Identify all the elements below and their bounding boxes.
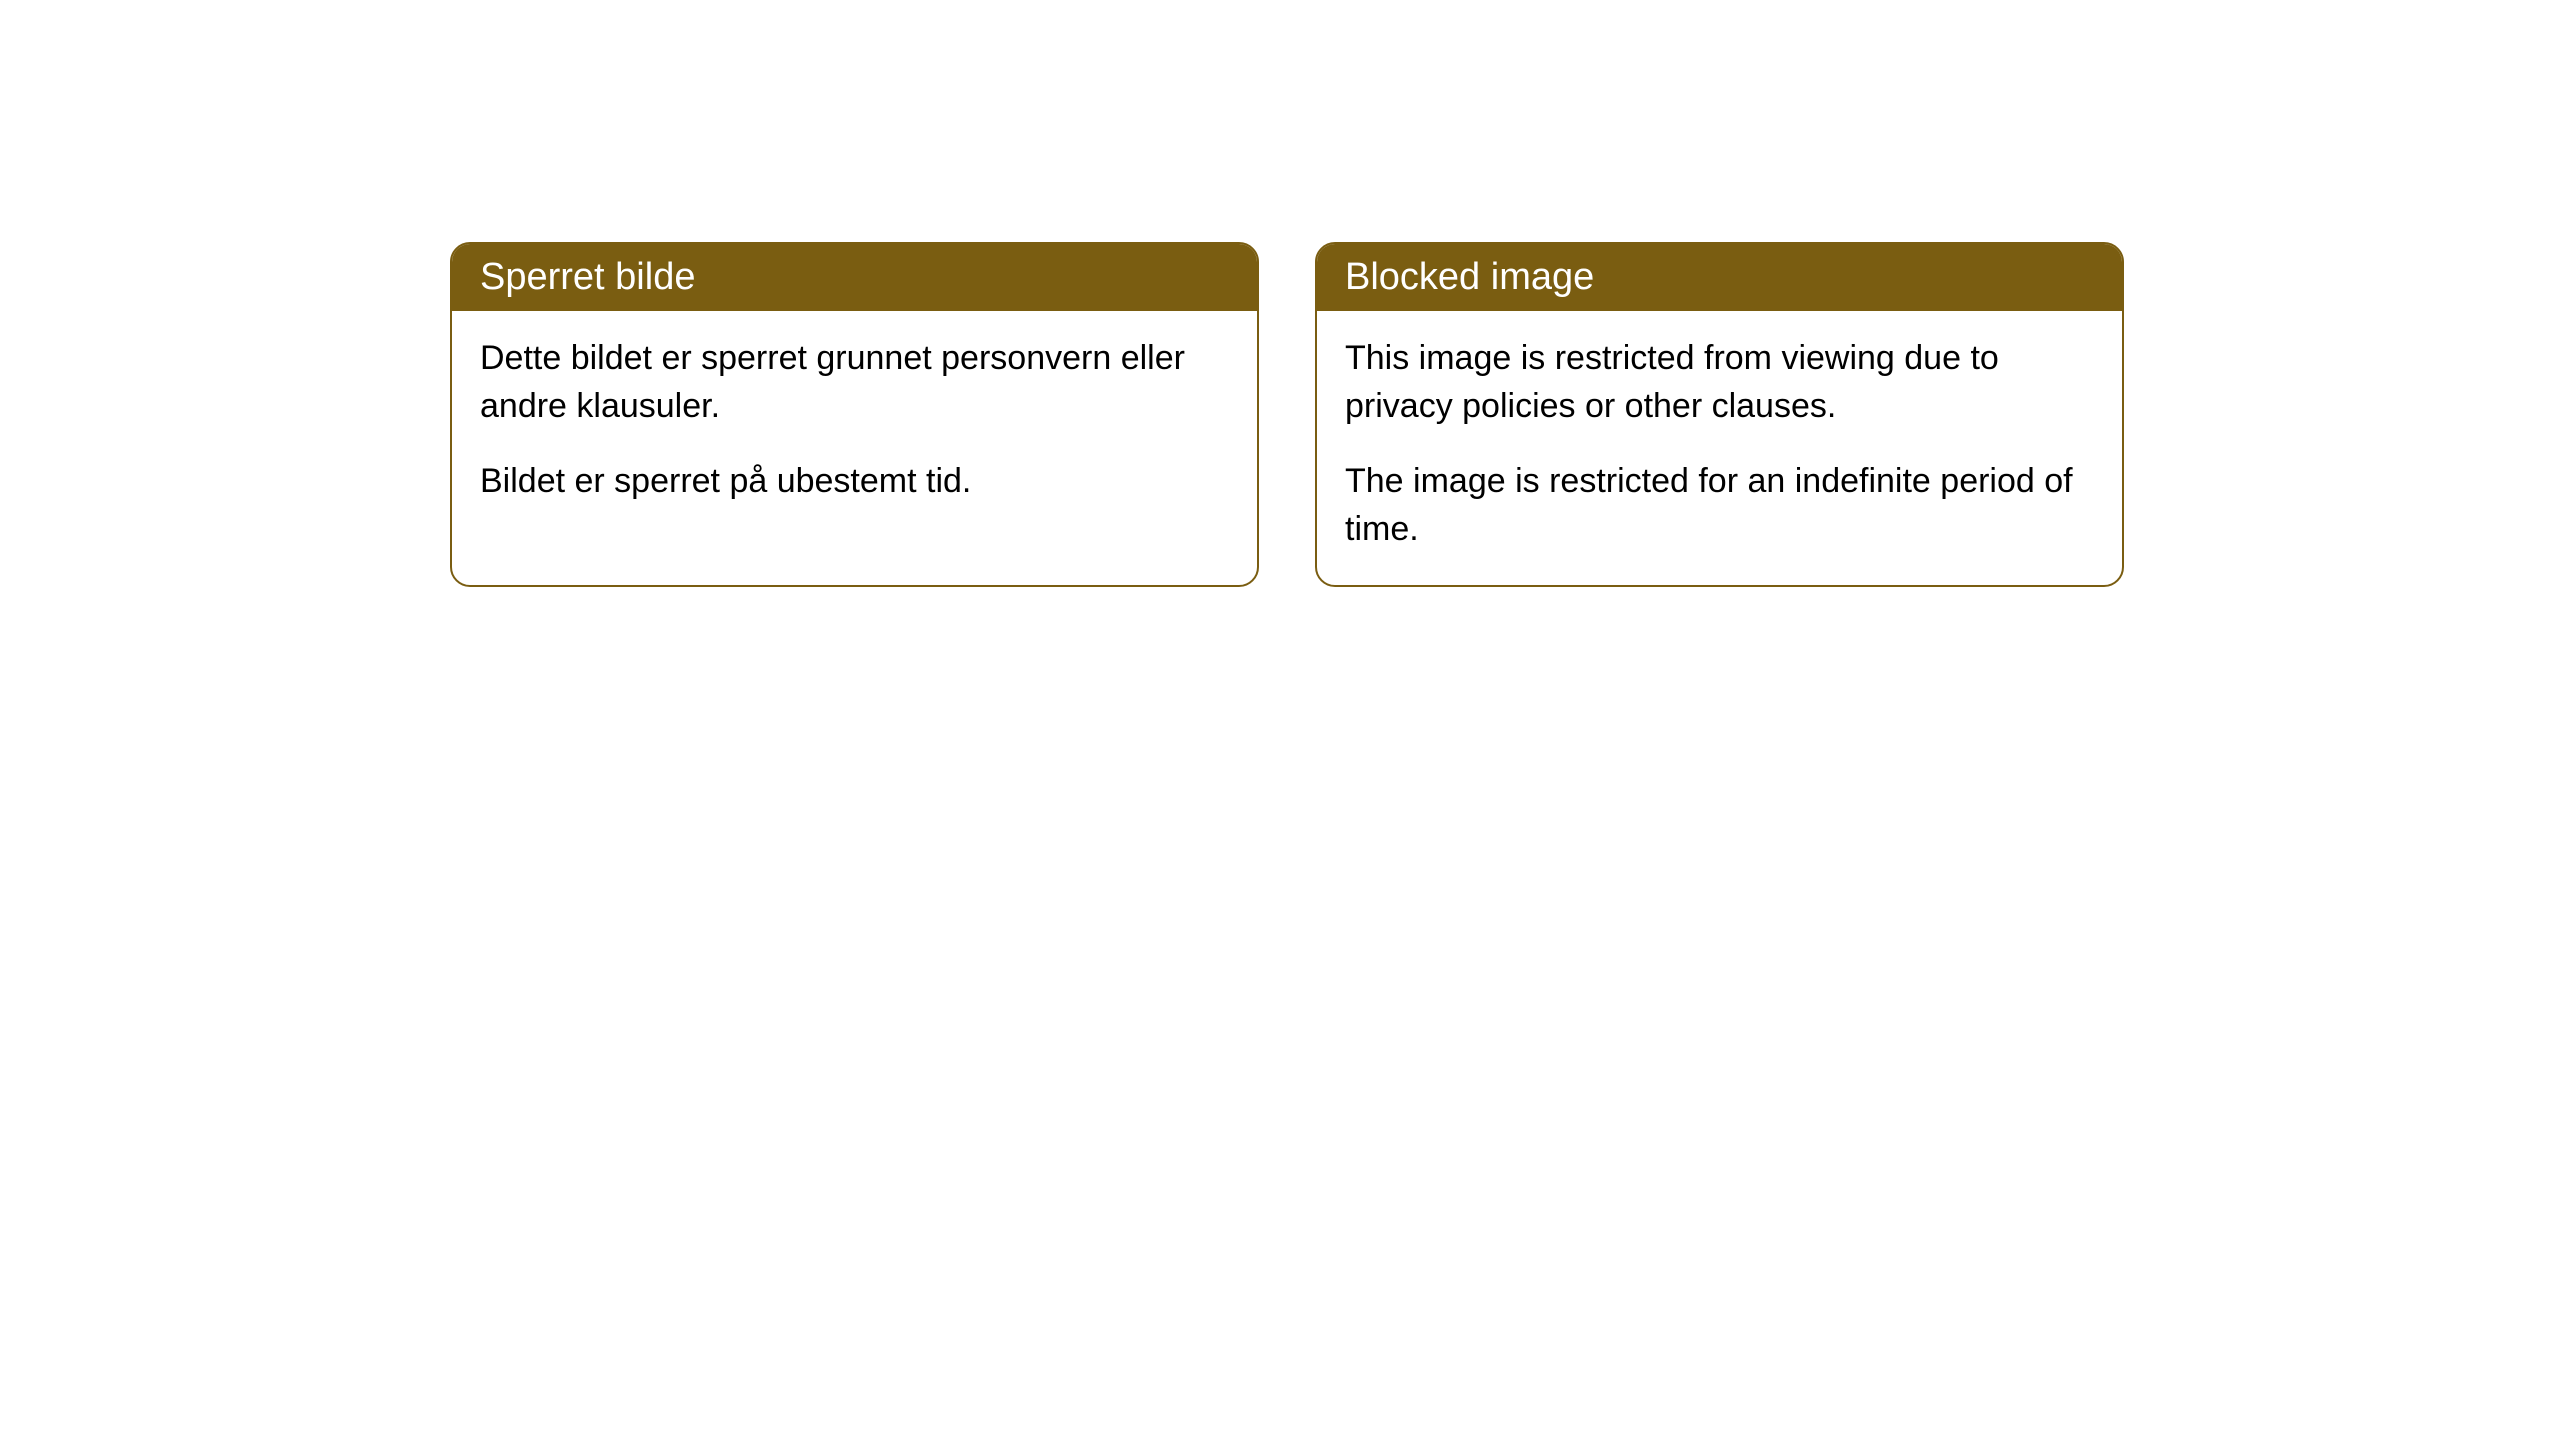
notice-container: Sperret bilde Dette bildet er sperret gr…: [450, 242, 2124, 587]
card-body-norwegian: Dette bildet er sperret grunnet personve…: [452, 311, 1257, 538]
card-paragraph-1-norwegian: Dette bildet er sperret grunnet personve…: [480, 335, 1229, 430]
card-body-english: This image is restricted from viewing du…: [1317, 311, 2122, 585]
card-header-english: Blocked image: [1317, 244, 2122, 311]
card-paragraph-1-english: This image is restricted from viewing du…: [1345, 335, 2094, 430]
notice-card-english: Blocked image This image is restricted f…: [1315, 242, 2124, 587]
card-title-english: Blocked image: [1345, 256, 1594, 298]
card-header-norwegian: Sperret bilde: [452, 244, 1257, 311]
notice-card-norwegian: Sperret bilde Dette bildet er sperret gr…: [450, 242, 1259, 587]
card-paragraph-2-english: The image is restricted for an indefinit…: [1345, 458, 2094, 553]
card-paragraph-2-norwegian: Bildet er sperret på ubestemt tid.: [480, 458, 1229, 506]
card-title-norwegian: Sperret bilde: [480, 256, 695, 298]
